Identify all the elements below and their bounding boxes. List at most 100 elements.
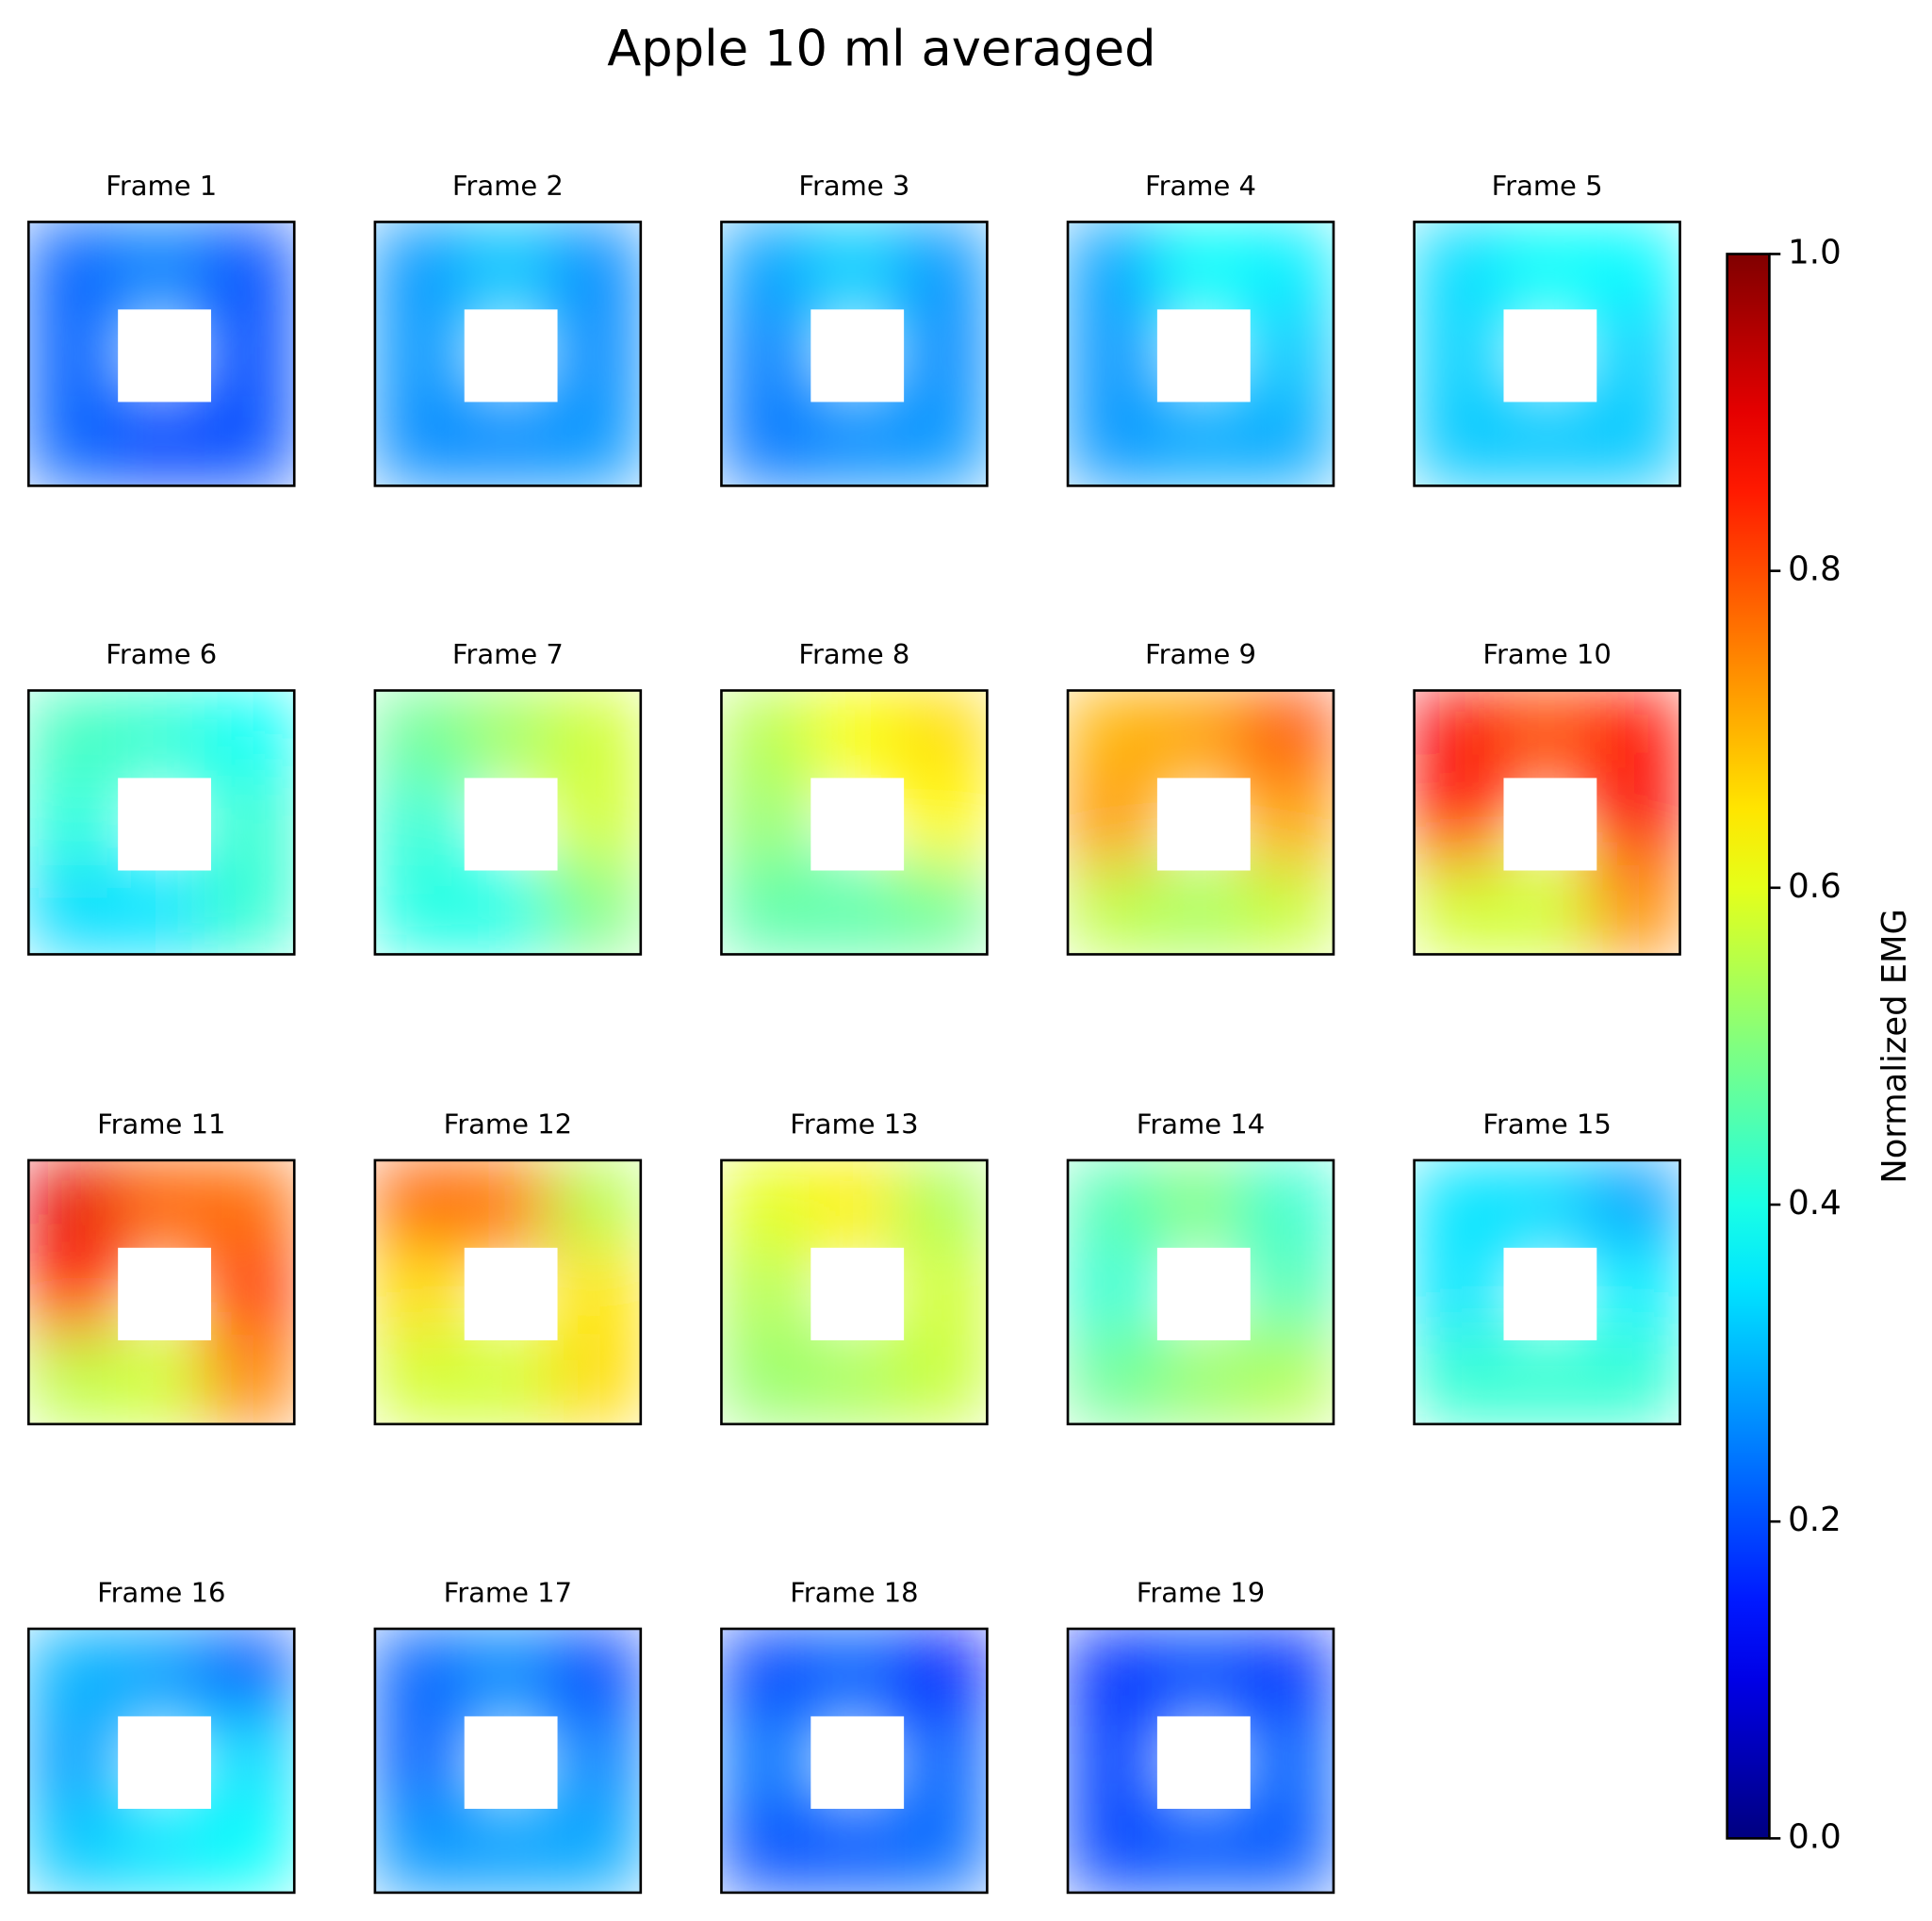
heat-cells — [1068, 1159, 1334, 1424]
heat-cell — [204, 1335, 295, 1424]
heat-cells — [374, 1159, 641, 1424]
panel-frame — [373, 221, 643, 487]
panel-frame — [26, 689, 296, 956]
heat-cell — [462, 222, 554, 312]
panel — [1068, 1628, 1334, 1893]
heat-cell — [1068, 1803, 1158, 1893]
panel — [28, 1159, 295, 1424]
panel-title: Frame 9 — [1145, 638, 1256, 670]
panel-title: Frame 16 — [97, 1576, 225, 1608]
heat-cell — [721, 222, 811, 312]
heat-cell — [1068, 864, 1158, 955]
heat-cell — [721, 777, 811, 868]
heat-cell — [204, 1803, 295, 1893]
panel — [1068, 222, 1334, 486]
heat-cell — [28, 777, 119, 868]
heat-cell — [115, 222, 207, 312]
panel-frame — [720, 689, 989, 956]
heat-cell — [462, 1335, 554, 1424]
panel-title: Frame 19 — [1137, 1576, 1265, 1608]
colorbar-tick-label: 0.0 — [1788, 1817, 1842, 1856]
hole — [464, 1716, 558, 1809]
panel — [1414, 690, 1680, 955]
heat-cells — [721, 1628, 988, 1893]
heat-cells — [28, 690, 295, 955]
heat-cell — [1243, 1628, 1334, 1718]
colorbar-tick-label: 0.2 — [1788, 1501, 1842, 1539]
heat-cells — [1414, 1159, 1680, 1424]
heat-cells — [28, 222, 295, 486]
hole — [1156, 309, 1251, 402]
hole — [118, 1716, 211, 1809]
panel-title: Frame 2 — [452, 170, 564, 202]
heat-cell — [721, 1715, 811, 1806]
panel-title: Frame 13 — [790, 1108, 918, 1140]
heat-cell — [1068, 308, 1158, 400]
heat-cell — [1243, 690, 1334, 780]
heat-cell — [28, 1159, 119, 1250]
heat-cell — [550, 1628, 641, 1718]
heat-cell — [28, 1715, 119, 1806]
panel-frame — [720, 1627, 989, 1895]
heat-cell — [897, 1246, 988, 1338]
heat-cell — [204, 1715, 295, 1806]
heat-cell — [204, 690, 295, 780]
heat-cell — [115, 1335, 207, 1424]
heat-cell — [374, 308, 466, 400]
heat-cell — [897, 690, 988, 780]
heat-cell — [809, 864, 900, 955]
hole — [810, 309, 905, 402]
heat-cell — [721, 864, 811, 955]
heat-cell — [374, 222, 466, 312]
panel-frame — [26, 221, 296, 487]
heat-cell — [1243, 308, 1334, 400]
heat-cell — [115, 1803, 207, 1893]
heat-cell — [204, 1159, 295, 1250]
heat-cell — [1243, 396, 1334, 486]
heat-cell — [550, 1715, 641, 1806]
hole — [464, 309, 558, 402]
panel-frame — [1413, 1158, 1681, 1426]
panel — [1414, 1159, 1680, 1424]
heat-cell — [1068, 1715, 1158, 1806]
colorbar-tick-label: 1.0 — [1788, 234, 1842, 272]
hole — [1503, 778, 1597, 871]
heat-cells — [374, 690, 641, 955]
panel-title: Frame 7 — [452, 638, 564, 670]
heat-cells — [374, 222, 641, 486]
heat-cell — [1154, 1628, 1247, 1718]
heat-cell — [1501, 1335, 1593, 1424]
panel-frame — [1066, 1627, 1335, 1895]
hole — [464, 778, 558, 871]
panel-frame — [1066, 221, 1335, 487]
heat-cell — [1154, 864, 1247, 955]
panel-frame — [1066, 689, 1335, 956]
heat-cell — [1501, 1159, 1593, 1250]
panel — [721, 690, 988, 955]
heat-cell — [809, 1803, 900, 1893]
heat-cell — [721, 1628, 811, 1718]
heat-cell — [550, 222, 641, 312]
panel-title: Frame 18 — [790, 1576, 918, 1608]
heat-cell — [1590, 1159, 1680, 1250]
heat-cell — [550, 308, 641, 400]
panel — [1068, 1159, 1334, 1424]
heat-cell — [28, 1246, 119, 1338]
panel-title: Frame 8 — [798, 638, 909, 670]
heat-cells — [374, 1628, 641, 1893]
heat-cell — [550, 690, 641, 780]
heat-cell — [462, 690, 554, 780]
heat-cell — [721, 1159, 811, 1250]
panel-frame — [1066, 1158, 1335, 1426]
chart-title: Apple 10 ml averaged — [607, 21, 1155, 78]
panel-frame — [720, 1158, 989, 1426]
heat-cell — [462, 864, 554, 955]
panel-frame — [373, 689, 643, 956]
heat-cell — [721, 1335, 811, 1424]
heat-cell — [721, 690, 811, 780]
heat-cell — [550, 1803, 641, 1893]
panel — [374, 222, 641, 486]
hole — [810, 1716, 905, 1809]
heat-cell — [374, 1159, 466, 1250]
heat-cell — [1243, 1246, 1334, 1338]
